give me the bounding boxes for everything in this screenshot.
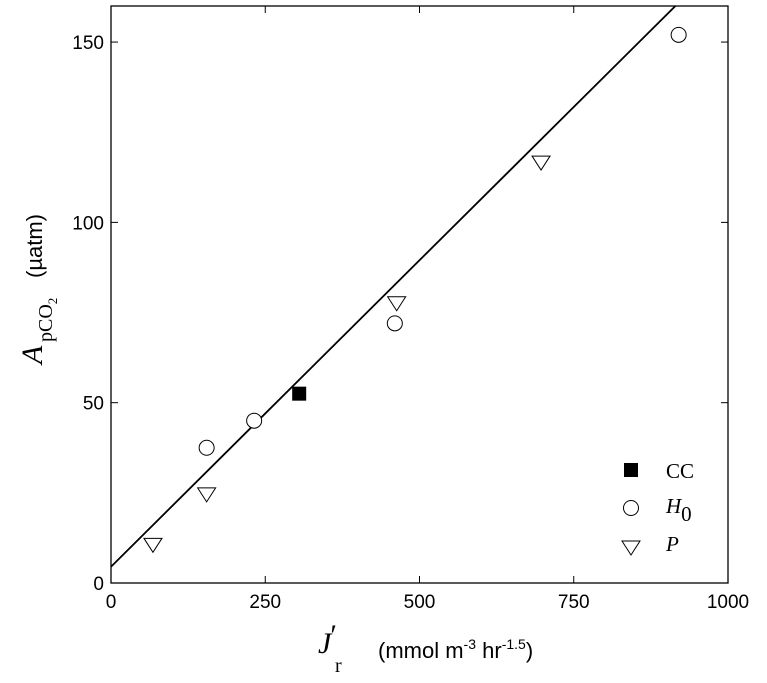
x-units-exp2: -1.5 — [502, 636, 526, 652]
x-label-symbol: J — [318, 627, 333, 660]
x-tick-label: 500 — [404, 592, 436, 613]
data-point-p — [531, 155, 551, 171]
fit-line-layer — [111, 6, 677, 568]
legend-label-h0-sub: 0 — [681, 502, 692, 526]
points-layer — [143, 26, 687, 554]
y-tick-label: 150 — [72, 33, 104, 54]
legend-label-h0: H0 — [665, 494, 692, 526]
y-tick-label: 0 — [93, 574, 104, 595]
data-point-p — [386, 296, 407, 312]
data-point-h0 — [198, 439, 215, 456]
data-point-cc — [292, 386, 307, 401]
y-tick-label: 100 — [72, 213, 104, 234]
legend-item-p: P — [621, 532, 679, 556]
legend-marker-p — [621, 540, 641, 556]
y-ticks: 0 50 100 150 — [72, 33, 728, 595]
legend-label-h0-main: H — [665, 494, 683, 518]
legend-item-h0: H0 — [623, 494, 692, 526]
x-units-prefix: (mmol m — [378, 638, 464, 663]
x-tick-label: 1000 — [707, 592, 749, 613]
data-point-h0 — [670, 26, 687, 43]
data-point-h0 — [246, 412, 263, 429]
y-label-sub-main: pCO — [35, 304, 57, 342]
data-point-p — [143, 537, 163, 554]
x-tick-label: 250 — [249, 592, 281, 613]
x-label-subscript: r — [335, 655, 342, 677]
legend-marker-cc — [624, 463, 638, 477]
y-axis-label: A pCO2 (µatm) — [16, 214, 60, 366]
legend-label-cc: CC — [666, 459, 694, 483]
legend-marker-h0 — [623, 500, 639, 516]
y-label-symbol: A — [16, 345, 49, 366]
fit-line — [111, 6, 677, 568]
x-ticks: 0 250 500 750 1000 — [106, 6, 749, 613]
x-axis-units: (mmol m-3 hr-1.5) — [378, 636, 533, 663]
data-point-h0 — [386, 315, 403, 332]
y-label-subscript: pCO2 — [35, 298, 60, 342]
x-units-suffix: ) — [526, 638, 533, 663]
y-tick-label: 50 — [83, 394, 104, 415]
y-label-units: (µatm) — [22, 214, 47, 278]
x-tick-label: 750 — [558, 592, 590, 613]
legend: CC H0 P — [621, 459, 694, 556]
data-point-p — [196, 487, 217, 503]
x-units-mid: hr — [476, 638, 502, 663]
x-label-prime: ′ — [330, 619, 337, 652]
legend-label-p: P — [665, 532, 679, 556]
x-axis-label: J′ — [318, 619, 337, 660]
y-label-sub-sub: 2 — [45, 298, 60, 305]
legend-item-cc: CC — [624, 459, 694, 483]
x-units-exp1: -3 — [464, 636, 477, 652]
x-tick-label: 0 — [106, 592, 117, 613]
